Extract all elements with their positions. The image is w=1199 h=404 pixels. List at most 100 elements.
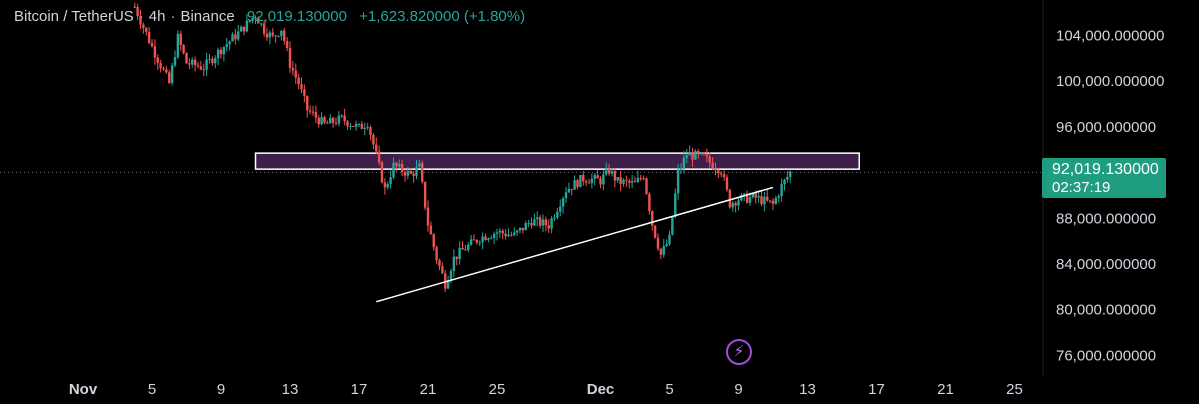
time-tick-label: 17 [351, 381, 368, 398]
candle-body [300, 84, 303, 90]
candle-body [633, 181, 637, 183]
candle-body [766, 196, 769, 201]
resistance-zone[interactable] [254, 152, 860, 170]
candle-body [642, 178, 645, 180]
candle-body [636, 177, 640, 183]
candle-body [728, 189, 732, 208]
candle-body [423, 181, 427, 208]
candle-body [380, 162, 384, 183]
candle-body [472, 239, 476, 241]
candle-body [438, 260, 441, 266]
candle-body [133, 6, 136, 8]
candle-body [745, 193, 749, 203]
support-trendline[interactable] [376, 186, 774, 303]
candle-body [329, 117, 332, 124]
candle-body [567, 188, 571, 193]
candle-body [441, 265, 444, 274]
candle-body [262, 23, 266, 34]
candle-body [211, 58, 214, 64]
candle-body [625, 179, 628, 181]
candle-body [432, 234, 435, 248]
candle-body [461, 247, 464, 250]
candle-body [392, 162, 395, 178]
candle-body [156, 57, 159, 63]
candle-body [317, 117, 320, 125]
candle-body [538, 217, 542, 226]
candle-body [613, 171, 617, 181]
candle-body [170, 65, 174, 83]
candle-body [602, 174, 605, 185]
candle-body [196, 65, 200, 67]
candle-body [599, 178, 602, 185]
price-axis[interactable]: 104,000.000000 100,000.000000 96,000.00000… [1056, 27, 1164, 364]
interval-label[interactable]: 4h [148, 8, 166, 25]
candle-body [225, 44, 228, 48]
candle-body [377, 151, 381, 163]
candle-body [237, 31, 240, 40]
candle-body [645, 178, 648, 194]
candle-body [308, 110, 312, 112]
candle-body [607, 168, 611, 174]
plot-area [0, 2, 1043, 303]
candle-body [492, 233, 496, 238]
candle-body [231, 34, 234, 42]
candle-body [294, 70, 297, 78]
candle-body [714, 168, 717, 171]
candle-body [467, 244, 470, 251]
candle-body [173, 57, 177, 66]
candle-body [582, 175, 585, 182]
candle-body [182, 45, 185, 53]
price-tick-label: 84,000.000000 [1056, 256, 1156, 273]
candle-body [375, 144, 378, 152]
candle-body [303, 89, 306, 96]
candle-body [418, 163, 421, 167]
candle-body [323, 117, 326, 123]
candle-body [768, 200, 772, 202]
candle-body [786, 176, 789, 180]
candle-body [274, 35, 277, 37]
candle-body [605, 168, 608, 175]
candle-body [616, 177, 619, 181]
candle-body [234, 34, 237, 40]
candle-body [731, 202, 734, 208]
candle-body [530, 223, 533, 226]
candle-body [199, 66, 203, 70]
candle-body [510, 234, 513, 236]
candle-body [179, 33, 182, 46]
candle-body [777, 196, 780, 198]
candle-body [533, 219, 536, 226]
candle-body [553, 217, 556, 219]
candle-body [395, 162, 398, 167]
candle-body [214, 58, 217, 64]
candle-body [651, 211, 654, 226]
candle-body [415, 166, 418, 176]
candle-body [679, 167, 683, 170]
candle-body [271, 32, 274, 36]
time-axis[interactable]: Nov 5 9 13 17 21 25 Dec 5 9 13 17 21 25 [69, 381, 1023, 398]
candle-body [145, 27, 148, 32]
candle-body [763, 196, 766, 205]
candle-body [662, 246, 665, 255]
candle-body [458, 247, 461, 260]
candle-body [682, 157, 686, 168]
candle-body [360, 123, 364, 129]
price-tick-label: 100,000.000000 [1056, 73, 1164, 90]
lightning-icon[interactable]: ⚡ [726, 339, 752, 365]
symbol-name[interactable]: Bitcoin / TetherUS [14, 8, 134, 25]
time-tick-label: 25 [1006, 381, 1023, 398]
candle-body [372, 134, 375, 145]
candle-body [248, 20, 251, 22]
candle-body [147, 31, 151, 43]
candle-body [435, 247, 438, 261]
candle-body [495, 232, 499, 234]
symbol-header: Bitcoin / TetherUS · 4h · Binance 92,019.130… [14, 8, 525, 25]
candle-body [648, 193, 651, 212]
candle-body [239, 26, 243, 32]
candle-body [622, 179, 625, 185]
candle-body [515, 230, 519, 233]
candle-body [254, 17, 257, 19]
candle-body [311, 111, 315, 113]
candle-body [487, 238, 490, 241]
candle-body [291, 67, 295, 71]
